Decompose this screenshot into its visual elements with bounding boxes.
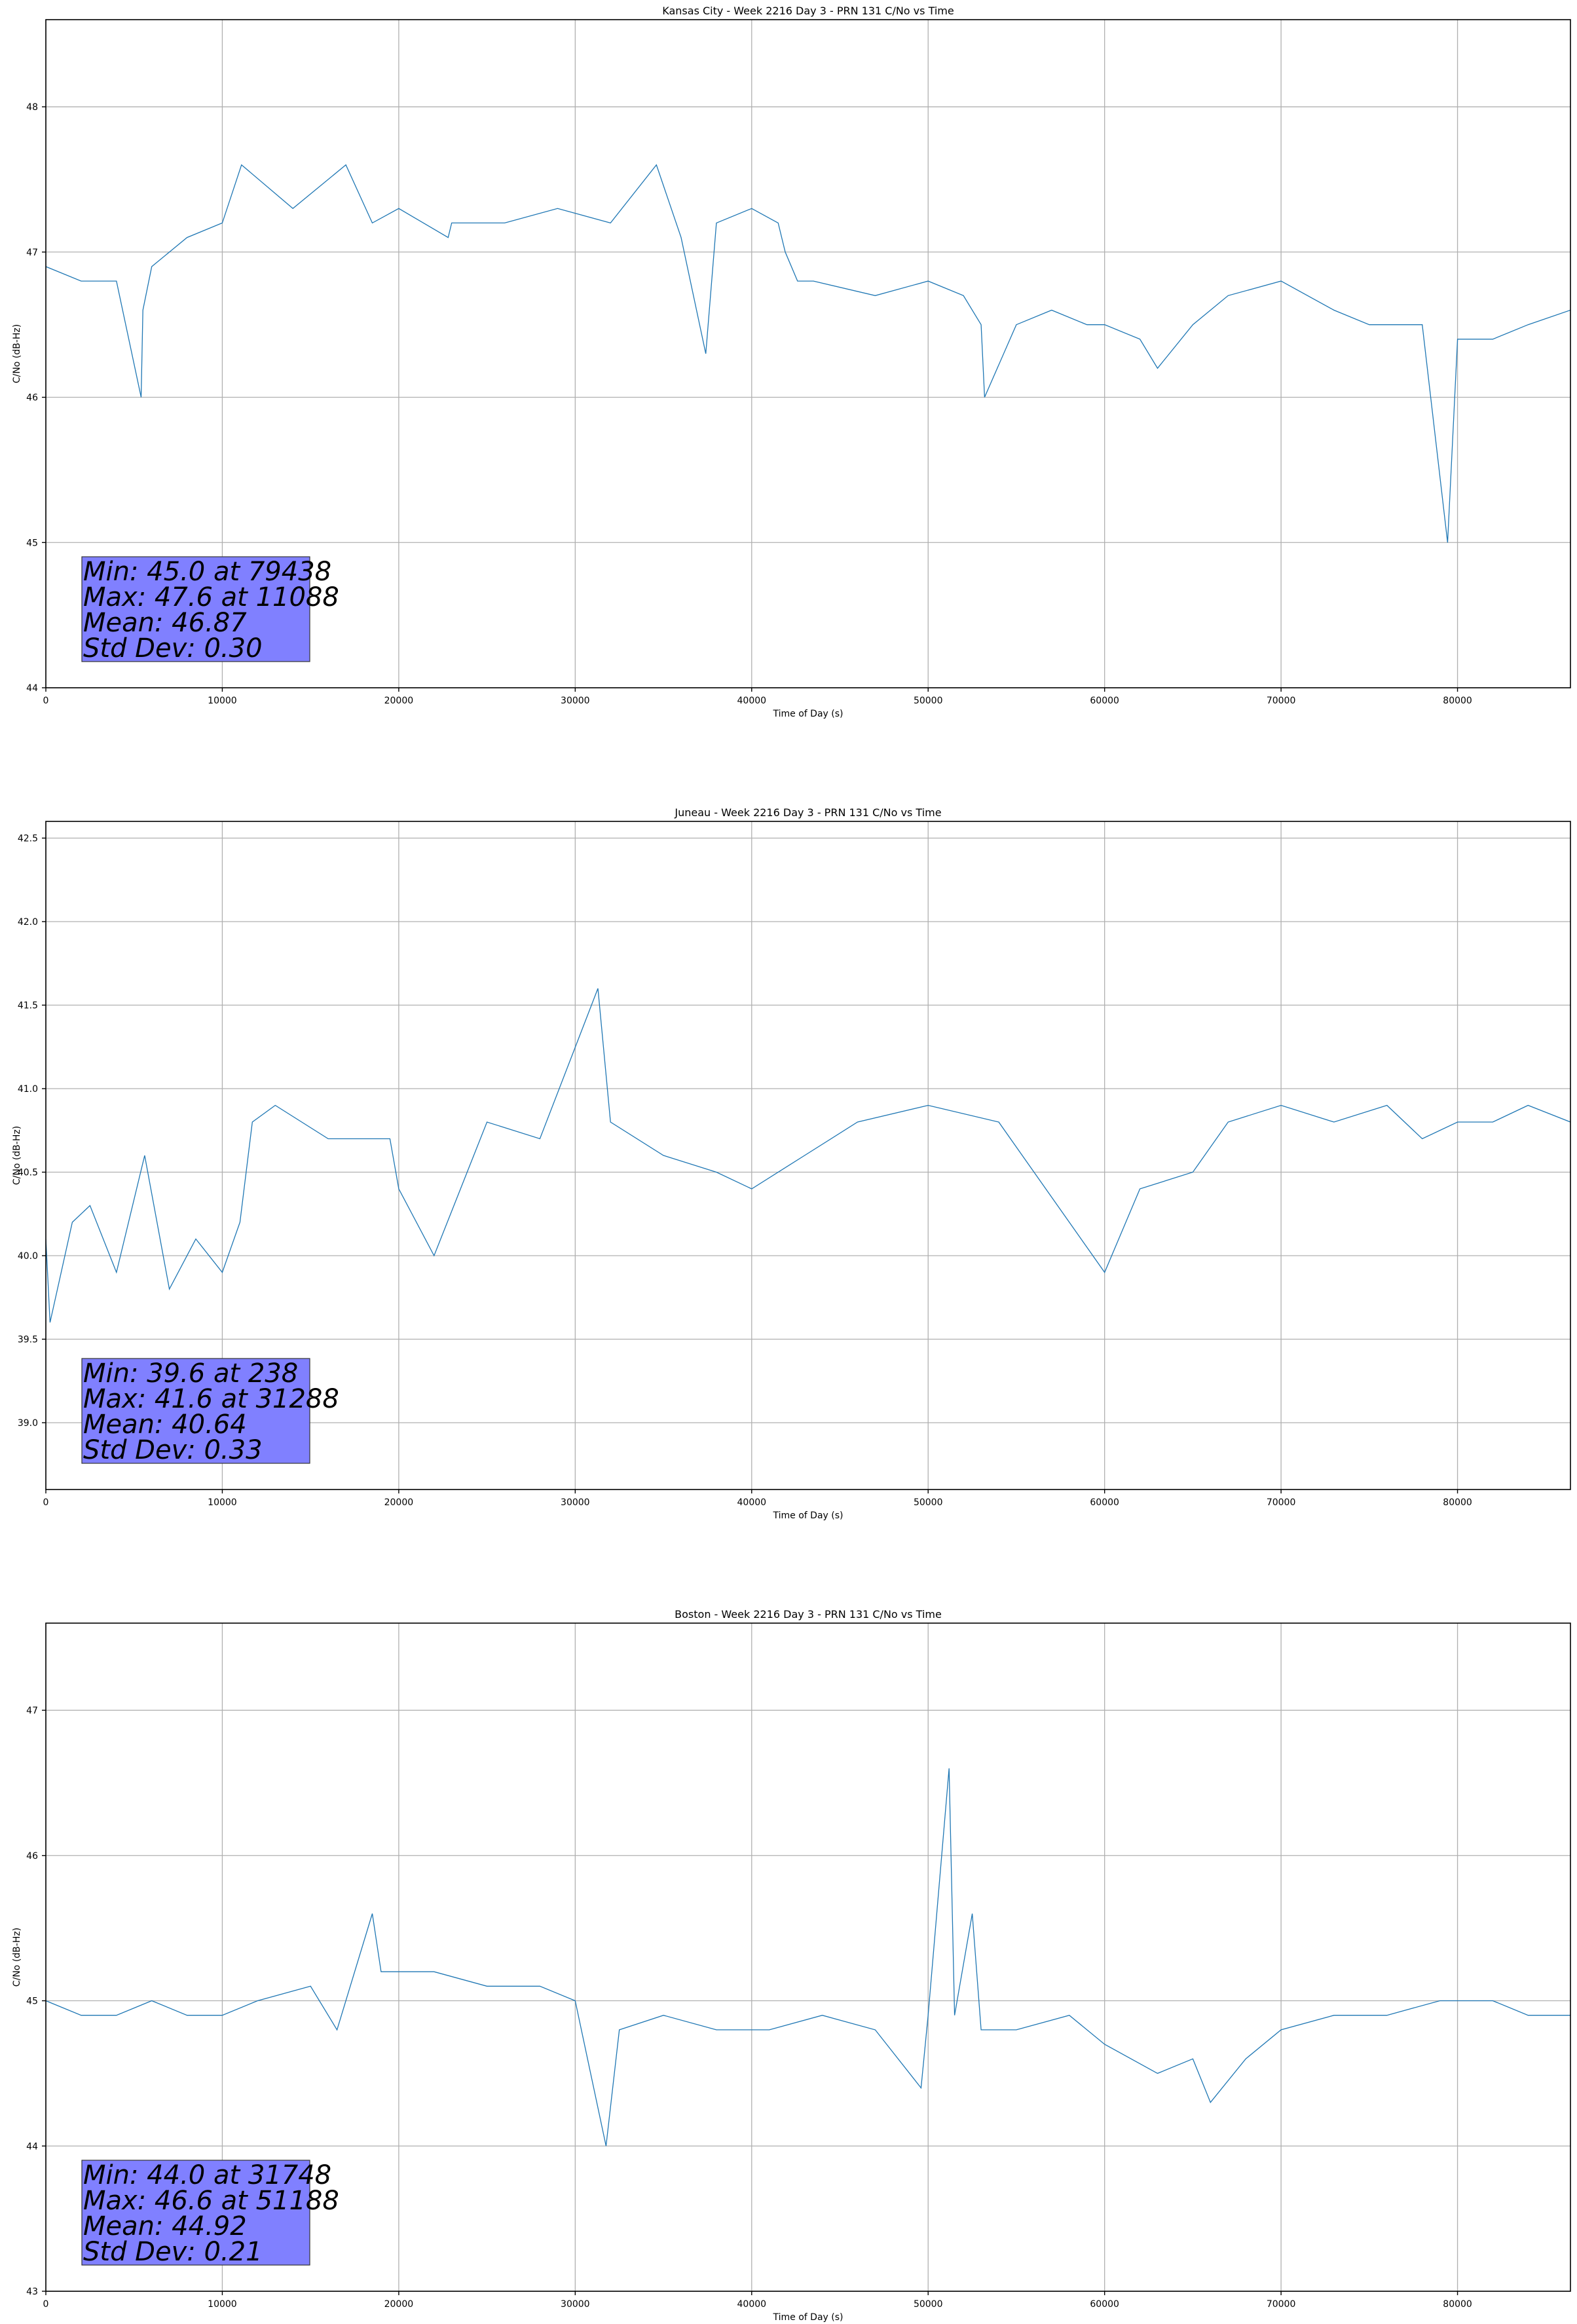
y-tick-label: 39.5 [18, 1335, 38, 1345]
y-tick-label: 40.5 [18, 1168, 38, 1178]
x-tick-label: 0 [43, 696, 49, 706]
plot-frame [45, 821, 1571, 1490]
chart-title: Juneau - Week 2216 Day 3 - PRN 131 C/No … [674, 806, 941, 819]
x-tick-label: 60000 [1090, 696, 1119, 706]
chart-3: 0 10000 20000 30000 40000 50000 60000 70000 8000… [12, 1608, 1571, 2323]
x-tick-label: 40000 [737, 696, 767, 706]
x-tick-label: 70000 [1267, 696, 1296, 706]
series-line [46, 988, 1570, 1323]
stats-line: Min: 44.0 at 31748 [83, 2160, 331, 2190]
y-tick-label: 42.0 [18, 917, 38, 928]
y-axis-label: C/No (dB-Hz) [12, 1126, 22, 1185]
x-tick-label: 0 [43, 1497, 49, 1508]
x-tick-label: 20000 [384, 1497, 414, 1508]
x-tick-label: 70000 [1267, 1497, 1296, 1508]
x-tick-label: 70000 [1267, 2299, 1296, 2310]
plot-frame [45, 19, 1571, 688]
x-tick-label: 20000 [384, 696, 414, 706]
x-tick-label: 40000 [737, 2299, 767, 2310]
stats-line: Std Dev: 0.21 [83, 2237, 263, 2267]
y-tick-label: 47 [26, 1706, 38, 1716]
stats-box-background [81, 2160, 310, 2266]
y-tick-label: 45 [26, 538, 38, 548]
y-tick-label: 39.0 [18, 1418, 38, 1429]
x-tick-label: 80000 [1443, 1497, 1472, 1508]
series-line [46, 164, 1570, 543]
x-tick-label: 60000 [1090, 1497, 1119, 1508]
y-tick-label: 41.5 [18, 1001, 38, 1011]
stats-line: Max: 46.6 at 51188 [83, 2186, 339, 2216]
x-tick-label: 30000 [561, 1497, 590, 1508]
x-axis-label: Time of Day (s) [773, 709, 844, 719]
y-tick-label: 48 [26, 102, 38, 113]
y-tick-label: 41.0 [18, 1084, 38, 1095]
y-tick-label: 46 [26, 393, 38, 403]
x-tick-label: 50000 [914, 696, 943, 706]
y-tick-label: 44 [26, 683, 38, 694]
x-tick-label: 20000 [384, 2299, 414, 2310]
x-tick-label: 50000 [914, 2299, 943, 2310]
y-tick-label: 46 [26, 1851, 38, 1862]
x-axis-label: Time of Day (s) [773, 1510, 844, 1521]
stats-line: Std Dev: 0.30 [83, 633, 263, 664]
stats-line: Min: 39.6 at 238 [83, 1359, 298, 1389]
y-tick-label: 45 [26, 1996, 38, 2007]
x-tick-label: 10000 [208, 2299, 237, 2310]
plot-frame [45, 1622, 1571, 2292]
stats-box-background [81, 556, 310, 662]
x-tick-label: 30000 [561, 2299, 590, 2310]
x-tick-label: 80000 [1443, 696, 1472, 706]
x-tick-label: 50000 [914, 1497, 943, 1508]
chart-title: Kansas City - Week 2216 Day 3 - PRN 131 … [662, 5, 954, 17]
stats-line: Max: 47.6 at 11088 [83, 582, 339, 612]
x-tick-label: 10000 [208, 1497, 237, 1508]
x-tick-label: 60000 [1090, 2299, 1119, 2310]
x-tick-label: 0 [43, 2299, 49, 2310]
chart-1: 0 10000 20000 30000 40000 50000 60000 70000 8000… [12, 5, 1571, 719]
y-tick-label: 44 [26, 2141, 38, 2152]
x-tick-label: 80000 [1443, 2299, 1472, 2310]
x-tick-label: 30000 [561, 696, 590, 706]
x-tick-label: 40000 [737, 1497, 767, 1508]
stats-line: Max: 41.6 at 31288 [83, 1384, 339, 1414]
x-tick-label: 10000 [208, 696, 237, 706]
y-tick-label: 47 [26, 248, 38, 258]
y-tick-label: 40.0 [18, 1251, 38, 1262]
y-axis-label: C/No (dB-Hz) [12, 1928, 22, 1987]
chart-2: 0 10000 20000 30000 40000 50000 60000 70000 8000… [12, 806, 1571, 1521]
x-axis-label: Time of Day (s) [773, 2312, 844, 2323]
chart-title: Boston - Week 2216 Day 3 - PRN 131 C/No … [675, 1608, 942, 1621]
stats-box-background [81, 1358, 310, 1464]
stats-line: Mean: 46.87 [83, 608, 247, 638]
stats-line: Mean: 40.64 [83, 1410, 247, 1440]
y-axis-label: C/No (dB-Hz) [12, 324, 22, 383]
stats-line: Min: 45.0 at 79438 [83, 557, 331, 587]
stats-line: Std Dev: 0.33 [83, 1435, 263, 1465]
stats-line: Mean: 44.92 [83, 2211, 247, 2241]
y-tick-label: 43 [26, 2287, 38, 2297]
series-line [46, 1768, 1570, 2146]
y-tick-label: 42.5 [18, 834, 38, 844]
